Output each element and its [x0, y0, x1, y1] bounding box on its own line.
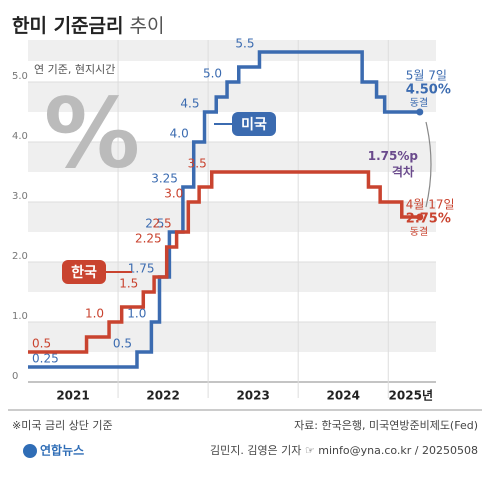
band — [28, 40, 436, 61]
band — [28, 142, 436, 172]
legend-label: 미국 — [241, 117, 267, 133]
end-point — [416, 108, 424, 116]
value-label: 1.0 — [85, 307, 104, 321]
rate-line — [28, 50, 420, 369]
gap-bracket — [425, 121, 432, 208]
end-note: 동결 — [410, 226, 428, 238]
value-label: 2.5 — [153, 217, 172, 231]
value-label: 4.5 — [180, 97, 199, 111]
value-label: 2.25 — [135, 232, 162, 246]
value-label: 0.5 — [32, 337, 51, 351]
value-label: 5.5 — [235, 37, 254, 51]
title-suffix: 추이 — [130, 15, 165, 37]
footnote: ※미국 금리 상단 기준 — [12, 419, 113, 432]
value-label: 3.5 — [188, 157, 207, 171]
value-label: 4.0 — [170, 127, 189, 141]
credit: 김민지. 김영은 기자 ☞ minfo@yna.co.kr / 20250508 — [210, 444, 478, 457]
x-tick-label: 2023 — [236, 389, 269, 403]
x-tick-label: 2021 — [56, 389, 89, 403]
y-tick-label: 5.0 — [12, 71, 28, 82]
end-date: 5월 7일 — [406, 69, 447, 83]
rate-line — [28, 170, 420, 354]
end-point — [416, 213, 424, 221]
x-tick-label: 2025년 — [389, 389, 433, 403]
chart-title: 한미 기준금리 추이 — [12, 15, 164, 37]
logo: 연합뉴스 — [40, 443, 84, 458]
y-tick-label: 4.0 — [12, 131, 28, 142]
title: 한미 기준금리 — [12, 15, 124, 37]
value-label: 5.0 — [203, 67, 222, 81]
value-label: 1.75 — [128, 262, 155, 276]
value-label: 1.5 — [119, 277, 138, 291]
subtitle: 연 기준, 현지시간 — [34, 63, 115, 76]
legend-badge — [62, 260, 106, 284]
y-tick-label: 1.0 — [12, 311, 28, 322]
legend-badge — [232, 112, 276, 136]
value-label: 3.25 — [151, 172, 178, 186]
y-tick-label: 2.0 — [12, 251, 28, 262]
end-note: 동결 — [410, 97, 428, 109]
logo-mark — [23, 444, 37, 458]
value-label: 1.0 — [127, 307, 146, 321]
end-value: 4.50% — [406, 83, 451, 98]
value-label: 0.25 — [32, 352, 59, 366]
plot-background — [28, 40, 436, 352]
value-label: 3.0 — [164, 187, 183, 201]
band — [28, 82, 436, 112]
gap-label: 1.75%p — [368, 149, 419, 163]
x-tick-label: 2022 — [146, 389, 179, 403]
legend-label: 한국 — [71, 265, 97, 281]
y-tick-label: 3.0 — [12, 191, 28, 202]
end-date: 4월 17일 — [406, 198, 455, 212]
y-tick-label: 0 — [12, 371, 18, 382]
value-label: 2.5 — [145, 217, 164, 231]
source: 자료: 한국은행, 미국연방준비제도(Fed) — [294, 419, 478, 432]
icon: % — [44, 77, 140, 189]
x-tick-label: 2024 — [327, 389, 360, 403]
value-label: 0.5 — [113, 337, 132, 351]
band — [28, 202, 436, 232]
gap-note: 격차 — [392, 164, 414, 179]
end-value: 2.75% — [406, 212, 451, 227]
